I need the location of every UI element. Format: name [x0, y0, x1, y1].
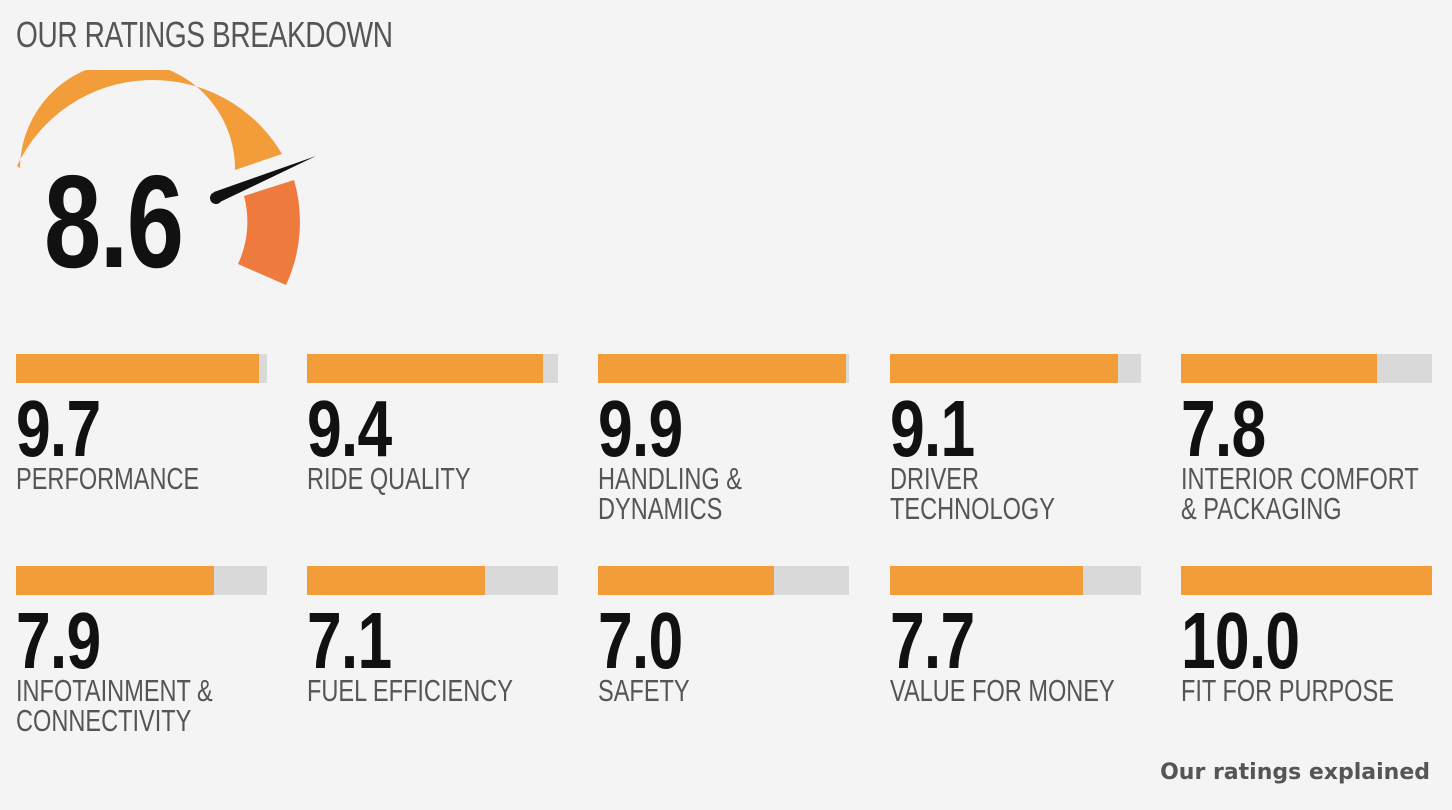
rating-bar: [598, 354, 849, 383]
rating-bar-fill: [307, 354, 543, 383]
rating-card: 7.9 INFOTAINMENT & CONNECTIVITY: [16, 566, 267, 736]
rating-bar: [16, 354, 267, 383]
rating-label: VALUE FOR MONEY: [890, 673, 1115, 708]
rating-bar-fill: [890, 354, 1119, 383]
rating-bar: [598, 566, 849, 595]
rating-label: INFOTAINMENT & CONNECTIVITY: [16, 673, 213, 738]
rating-bar-fill: [598, 354, 847, 383]
rating-card: 7.0 SAFETY: [598, 566, 849, 706]
rating-score: 7.8: [1181, 384, 1266, 473]
rating-bar-fill: [307, 566, 486, 595]
rating-score: 9.1: [890, 384, 975, 473]
rating-label: PERFORMANCE: [16, 461, 200, 496]
rating-label: DRIVER TECHNOLOGY: [890, 461, 1055, 526]
rating-score: 7.7: [890, 596, 975, 685]
rating-score: 9.7: [16, 384, 101, 473]
overall-score: 8.6: [44, 148, 184, 295]
rating-card: 7.7 VALUE FOR MONEY: [890, 566, 1141, 706]
rating-bar-fill: [598, 566, 774, 595]
rating-score: 10.0: [1181, 596, 1300, 685]
page-title: OUR RATINGS BREAKDOWN: [16, 14, 393, 55]
overall-gauge: [17, 70, 316, 285]
rating-label: FUEL EFFICIENCY: [307, 673, 513, 708]
rating-label: HANDLING & DYNAMICS: [598, 461, 743, 526]
rating-bar: [890, 566, 1141, 595]
rating-bar: [1181, 354, 1432, 383]
rating-label: SAFETY: [598, 673, 690, 708]
rating-score: 7.9: [16, 596, 101, 685]
rating-bar-fill: [1181, 354, 1377, 383]
rating-card: 9.7 PERFORMANCE: [16, 354, 267, 494]
rating-score: 7.0: [598, 596, 683, 685]
rating-bar: [307, 566, 558, 595]
rating-score: 9.4: [307, 384, 392, 473]
gauge-accent-arc: [238, 180, 300, 285]
rating-bar-fill: [890, 566, 1084, 595]
rating-label: FIT FOR PURPOSE: [1181, 673, 1394, 708]
ratings-explained-link[interactable]: Our ratings explained: [1160, 760, 1430, 785]
rating-card: 7.8 INTERIOR COMFORT & PACKAGING: [1181, 354, 1432, 524]
rating-bar: [890, 354, 1141, 383]
rating-card: 9.1 DRIVER TECHNOLOGY: [890, 354, 1141, 524]
rating-bar: [307, 354, 558, 383]
rating-bar-fill: [16, 566, 215, 595]
gauge-needle-pivot: [210, 192, 222, 204]
rating-label: INTERIOR COMFORT & PACKAGING: [1181, 461, 1419, 526]
rating-score: 9.9: [598, 384, 683, 473]
rating-label: RIDE QUALITY: [307, 461, 471, 496]
rating-score: 7.1: [307, 596, 392, 685]
rating-bar-fill: [1181, 566, 1432, 595]
rating-bar: [1181, 566, 1432, 595]
gauge-needle: [214, 156, 316, 202]
rating-card: 9.9 HANDLING & DYNAMICS: [598, 354, 849, 524]
rating-card: 9.4 RIDE QUALITY: [307, 354, 558, 494]
rating-card: 10.0 FIT FOR PURPOSE: [1181, 566, 1432, 706]
rating-card: 7.1 FUEL EFFICIENCY: [307, 566, 558, 706]
rating-bar: [16, 566, 267, 595]
gauge-arc: [17, 70, 282, 170]
rating-bar-fill: [16, 354, 260, 383]
